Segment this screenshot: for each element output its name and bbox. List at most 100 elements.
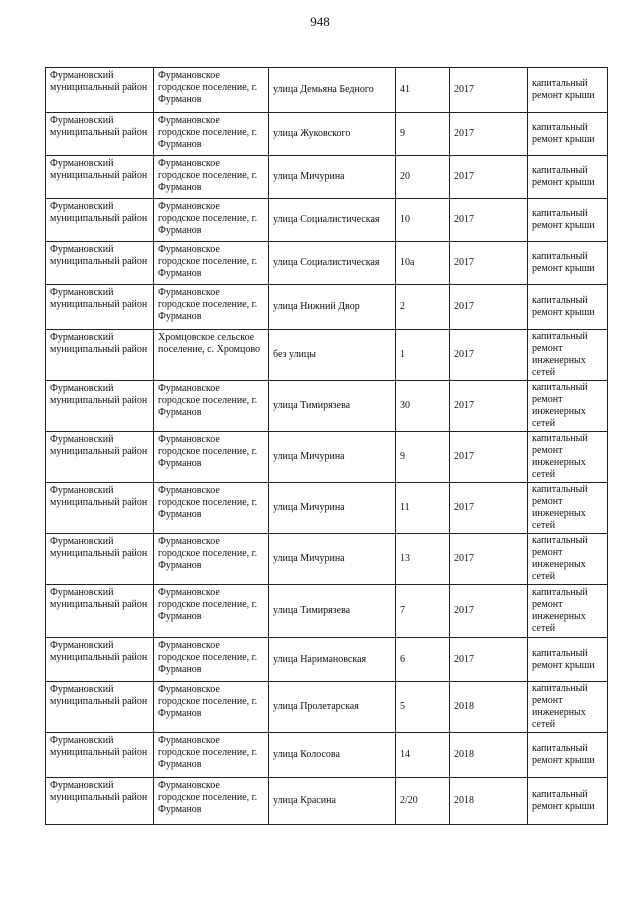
year-cell: 2017 (449, 67, 528, 113)
year-cell: 2017 (449, 482, 528, 534)
year-cell: 2017 (449, 284, 528, 330)
district-cell: Фурмановский муниципальный район (45, 241, 154, 285)
settlement-cell: Фурмановское городское поселение, г. Фур… (153, 533, 269, 585)
street-cell: улица Красина (268, 777, 396, 825)
year-cell: 2018 (449, 681, 528, 733)
table-row: Фурмановский муниципальный район Фурманов… (45, 777, 608, 825)
table-row: Фурмановский муниципальный район Фурманов… (45, 380, 608, 432)
work-type-cell: капитальный ремонт крыши (527, 67, 608, 113)
district-cell: Фурмановский муниципальный район (45, 67, 154, 113)
house-cell: 1 (395, 329, 450, 381)
work-type-cell: капитальный ремонт крыши (527, 732, 608, 778)
settlement-cell: Фурмановское городское поселение, г. Фур… (153, 482, 269, 534)
street-cell: улица Социалистическая (268, 198, 396, 242)
year-cell: 2017 (449, 431, 528, 483)
street-cell: улица Мичурина (268, 431, 396, 483)
district-cell: Фурмановский муниципальный район (45, 732, 154, 778)
work-type-cell: капитальный ремонт инженерных сетей (527, 681, 608, 733)
work-type-cell: капитальный ремонт инженерных сетей (527, 380, 608, 432)
house-cell: 6 (395, 637, 450, 682)
work-type-cell: капитальный ремонт крыши (527, 198, 608, 242)
district-cell: Фурмановский муниципальный район (45, 431, 154, 483)
district-cell: Фурмановский муниципальный район (45, 681, 154, 733)
work-type-cell: капитальный ремонт крыши (527, 155, 608, 199)
settlement-cell: Фурмановское городское поселение, г. Фур… (153, 681, 269, 733)
work-type-cell: капитальный ремонт инженерных сетей (527, 329, 608, 381)
house-cell: 41 (395, 67, 450, 113)
district-cell: Фурмановский муниципальный район (45, 284, 154, 330)
year-cell: 2018 (449, 777, 528, 825)
settlement-cell: Хромцовское сельское поселение, с. Хромц… (153, 329, 269, 381)
year-cell: 2017 (449, 329, 528, 381)
district-cell: Фурмановский муниципальный район (45, 637, 154, 682)
settlement-cell: Фурмановское городское поселение, г. Фур… (153, 284, 269, 330)
house-cell: 10а (395, 241, 450, 285)
street-cell: улица Тимирязева (268, 584, 396, 638)
district-cell: Фурмановский муниципальный район (45, 584, 154, 638)
repair-table: Фурмановский муниципальный район Фурманов… (45, 67, 608, 825)
year-cell: 2017 (449, 637, 528, 682)
table-row: Фурмановский муниципальный район Фурманов… (45, 155, 608, 199)
year-cell: 2017 (449, 155, 528, 199)
settlement-cell: Фурмановское городское поселение, г. Фур… (153, 584, 269, 638)
table-row: Фурмановский муниципальный район Фурманов… (45, 732, 608, 778)
settlement-cell: Фурмановское городское поселение, г. Фур… (153, 198, 269, 242)
settlement-cell: Фурмановское городское поселение, г. Фур… (153, 155, 269, 199)
settlement-cell: Фурмановское городское поселение, г. Фур… (153, 380, 269, 432)
district-cell: Фурмановский муниципальный район (45, 380, 154, 432)
house-cell: 30 (395, 380, 450, 432)
work-type-cell: капитальный ремонт крыши (527, 112, 608, 156)
work-type-cell: капитальный ремонт крыши (527, 637, 608, 682)
street-cell: улица Тимирязева (268, 380, 396, 432)
table-row: Фурмановский муниципальный район Фурманов… (45, 533, 608, 585)
year-cell: 2017 (449, 198, 528, 242)
work-type-cell: капитальный ремонт инженерных сетей (527, 431, 608, 483)
table-row: Фурмановский муниципальный район Фурманов… (45, 482, 608, 534)
house-cell: 9 (395, 431, 450, 483)
work-type-cell: капитальный ремонт крыши (527, 777, 608, 825)
street-cell: улица Мичурина (268, 155, 396, 199)
settlement-cell: Фурмановское городское поселение, г. Фур… (153, 777, 269, 825)
work-type-cell: капитальный ремонт инженерных сетей (527, 482, 608, 534)
year-cell: 2017 (449, 380, 528, 432)
district-cell: Фурмановский муниципальный район (45, 329, 154, 381)
district-cell: Фурмановский муниципальный район (45, 482, 154, 534)
table-row: Фурмановский муниципальный район Фурманов… (45, 681, 608, 733)
settlement-cell: Фурмановское городское поселение, г. Фур… (153, 241, 269, 285)
district-cell: Фурмановский муниципальный район (45, 112, 154, 156)
district-cell: Фурмановский муниципальный район (45, 198, 154, 242)
page-number: 948 (310, 14, 330, 29)
settlement-cell: Фурмановское городское поселение, г. Фур… (153, 112, 269, 156)
work-type-cell: капитальный ремонт инженерных сетей (527, 584, 608, 638)
settlement-cell: Фурмановское городское поселение, г. Фур… (153, 637, 269, 682)
street-cell: без улицы (268, 329, 396, 381)
street-cell: улица Мичурина (268, 482, 396, 534)
house-cell: 13 (395, 533, 450, 585)
street-cell: улица Социалистическая (268, 241, 396, 285)
house-cell: 2/20 (395, 777, 450, 825)
table-row: Фурмановский муниципальный район Фурманов… (45, 431, 608, 483)
street-cell: улица Демьяна Бедного (268, 67, 396, 113)
table-row: Фурмановский муниципальный район Фурманов… (45, 241, 608, 285)
house-cell: 7 (395, 584, 450, 638)
table-row: Фурмановский муниципальный район Фурманов… (45, 112, 608, 156)
year-cell: 2017 (449, 241, 528, 285)
table-row: Фурмановский муниципальный район Фурманов… (45, 198, 608, 242)
work-type-cell: капитальный ремонт крыши (527, 241, 608, 285)
settlement-cell: Фурмановское городское поселение, г. Фур… (153, 732, 269, 778)
year-cell: 2018 (449, 732, 528, 778)
district-cell: Фурмановский муниципальный район (45, 155, 154, 199)
street-cell: улица Наримановская (268, 637, 396, 682)
street-cell: улица Жуковского (268, 112, 396, 156)
work-type-cell: капитальный ремонт крыши (527, 284, 608, 330)
table-row: Фурмановский муниципальный район Фурманов… (45, 284, 608, 330)
district-cell: Фурмановский муниципальный район (45, 777, 154, 825)
house-cell: 14 (395, 732, 450, 778)
district-cell: Фурмановский муниципальный район (45, 533, 154, 585)
table-row: Фурмановский муниципальный район Хромцовс… (45, 329, 608, 381)
house-cell: 5 (395, 681, 450, 733)
work-type-cell: капитальный ремонт инженерных сетей (527, 533, 608, 585)
table-row: Фурмановский муниципальный район Фурманов… (45, 584, 608, 638)
year-cell: 2017 (449, 533, 528, 585)
